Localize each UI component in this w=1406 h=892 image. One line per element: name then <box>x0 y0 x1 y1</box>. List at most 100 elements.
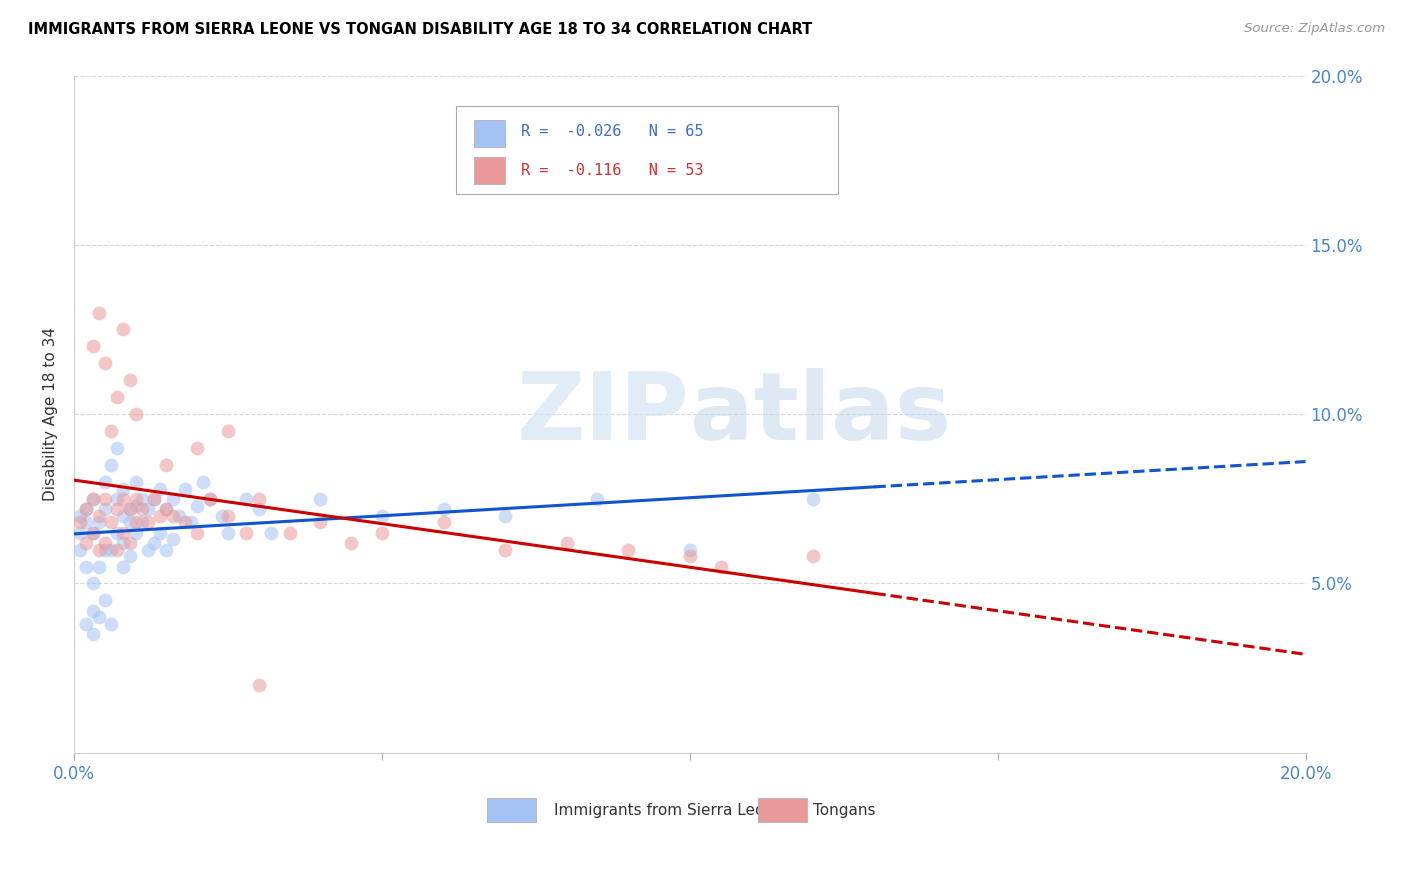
Point <box>100 516 122 530</box>
Point <box>69 516 91 530</box>
Point <box>155 542 177 557</box>
Point <box>371 508 394 523</box>
Point <box>82 491 104 506</box>
Text: Immigrants from Sierra Leone: Immigrants from Sierra Leone <box>554 803 785 818</box>
Point <box>100 542 122 557</box>
Point <box>371 525 394 540</box>
Point <box>801 491 824 506</box>
Point <box>217 508 239 523</box>
Text: R =  -0.116   N = 53: R = -0.116 N = 53 <box>522 163 703 178</box>
Point <box>105 390 128 404</box>
Point <box>100 424 122 438</box>
Text: ZIP: ZIP <box>517 368 690 460</box>
Point <box>124 516 146 530</box>
Point <box>211 508 233 523</box>
Point <box>260 525 283 540</box>
Point <box>112 508 135 523</box>
Point <box>87 559 110 574</box>
Point <box>69 542 91 557</box>
Point <box>340 536 363 550</box>
Point <box>94 475 117 489</box>
Point <box>87 508 110 523</box>
Text: IMMIGRANTS FROM SIERRA LEONE VS TONGAN DISABILITY AGE 18 TO 34 CORRELATION CHART: IMMIGRANTS FROM SIERRA LEONE VS TONGAN D… <box>28 22 813 37</box>
Point <box>143 491 166 506</box>
Point <box>124 525 146 540</box>
Point <box>118 549 141 564</box>
Point <box>131 502 153 516</box>
Point <box>155 458 177 472</box>
Point <box>82 603 104 617</box>
Point <box>247 678 270 692</box>
Point <box>105 525 128 540</box>
Point <box>112 322 135 336</box>
Point <box>94 542 117 557</box>
Point <box>118 502 141 516</box>
Point <box>247 491 270 506</box>
Point <box>494 542 516 557</box>
Point <box>82 525 104 540</box>
Point <box>82 627 104 641</box>
Text: R =  -0.026   N = 65: R = -0.026 N = 65 <box>522 124 703 139</box>
Point <box>432 502 454 516</box>
Point <box>136 516 159 530</box>
Point <box>75 536 97 550</box>
Text: Tongans: Tongans <box>813 803 876 818</box>
Text: atlas: atlas <box>690 368 950 460</box>
Point <box>112 482 135 496</box>
Point <box>112 559 135 574</box>
Point <box>112 536 135 550</box>
Point <box>186 499 208 513</box>
Point <box>112 491 135 506</box>
Point <box>174 516 197 530</box>
Point <box>112 525 135 540</box>
Point <box>309 516 332 530</box>
Point <box>82 491 104 506</box>
Point <box>75 502 97 516</box>
Point <box>710 559 733 574</box>
Point <box>679 549 702 564</box>
Point <box>167 508 190 523</box>
Bar <box>758 798 807 822</box>
Point <box>105 441 128 455</box>
Point <box>193 475 215 489</box>
Point <box>162 491 184 506</box>
Point <box>235 525 257 540</box>
Point <box>124 475 146 489</box>
Point <box>100 617 122 632</box>
Point <box>149 525 172 540</box>
Point <box>162 508 184 523</box>
Point <box>131 491 153 506</box>
Point <box>155 502 177 516</box>
Point <box>149 508 172 523</box>
Point <box>149 482 172 496</box>
Point <box>118 536 141 550</box>
Point <box>198 491 221 506</box>
Point <box>162 533 184 547</box>
Point <box>586 491 609 506</box>
Point <box>87 305 110 319</box>
Point <box>82 525 104 540</box>
Point <box>555 536 578 550</box>
Point <box>198 491 221 506</box>
Point <box>75 559 97 574</box>
Point <box>217 424 239 438</box>
Point <box>69 525 91 540</box>
Point <box>87 542 110 557</box>
Point <box>69 508 91 523</box>
Point <box>278 525 301 540</box>
Point <box>94 356 117 370</box>
Point <box>94 502 117 516</box>
Bar <box>474 120 505 146</box>
Point <box>118 373 141 387</box>
Point <box>100 458 122 472</box>
Text: Source: ZipAtlas.com: Source: ZipAtlas.com <box>1244 22 1385 36</box>
Point <box>94 593 117 607</box>
Point <box>105 491 128 506</box>
Point <box>143 491 166 506</box>
Bar <box>474 157 505 184</box>
Point <box>87 610 110 624</box>
Bar <box>486 798 536 822</box>
Point <box>124 491 146 506</box>
Point <box>432 516 454 530</box>
Point <box>75 516 97 530</box>
